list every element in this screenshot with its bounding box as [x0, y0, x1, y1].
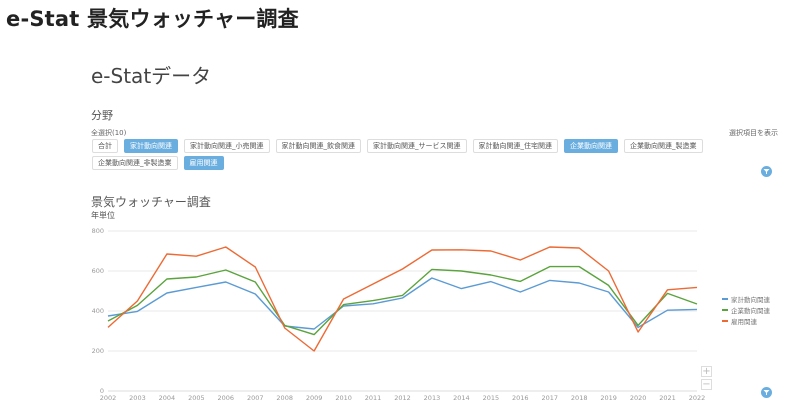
legend-swatch [722, 319, 728, 322]
x-tick-label: 2016 [512, 394, 529, 402]
x-tick-label: 2010 [335, 394, 352, 402]
x-tick-label: 2006 [218, 394, 235, 402]
chart-legend: 家計動向関連 企業動向関連 雇用関連 [722, 293, 770, 326]
x-tick-label: 2017 [541, 394, 558, 402]
x-tick-label: 2014 [453, 394, 470, 402]
category-chip[interactable]: 家計動向関連_住宅関連 [472, 139, 558, 153]
field-filter-label: 分野 [91, 109, 113, 122]
filter-icon [763, 390, 770, 395]
x-tick-label: 2004 [159, 394, 176, 402]
chart-subtitle: 年単位 [91, 211, 115, 220]
series-line[interactable] [107, 265, 698, 336]
x-tick-label: 2003 [129, 394, 146, 402]
x-tick-label: 2018 [571, 394, 588, 402]
chart-title: 景気ウォッチャー調査 [91, 195, 211, 209]
y-tick-label: 400 [92, 307, 104, 315]
category-chip-list: 合計 家計動向関連 家計動向関連_小売関連 家計動向関連_飲食関連 家計動向関連_サービ… [92, 139, 732, 170]
x-tick-label: 2007 [247, 394, 264, 402]
legend-label: 企業動向関連 [731, 306, 770, 315]
y-tick-label: 800 [92, 227, 104, 235]
filter-icon [763, 169, 770, 174]
x-tick-label: 2020 [630, 394, 647, 402]
zoom-out-button[interactable]: − [701, 379, 712, 390]
show-selected-link[interactable]: 選択項目を表示 [729, 129, 778, 137]
x-tick-label: 2019 [600, 394, 617, 402]
legend-swatch [722, 308, 728, 311]
x-tick-label: 2015 [483, 394, 500, 402]
chart-filter-button[interactable] [761, 387, 772, 398]
x-tick-label: 2013 [424, 394, 441, 402]
category-chip[interactable]: 企業動向関連_非製造業 [92, 156, 178, 170]
category-chip[interactable]: 企業動向関連 [564, 139, 618, 153]
category-chip[interactable]: 企業動向関連_製造業 [624, 139, 703, 153]
x-tick-label: 2022 [689, 394, 706, 402]
y-tick-label: 0 [100, 387, 104, 395]
category-chip[interactable]: 家計動向関連_小売関連 [184, 139, 270, 153]
legend-item[interactable]: 企業動向関連 [722, 304, 770, 315]
x-tick-label: 2021 [659, 394, 676, 402]
x-tick-label: 2002 [100, 394, 117, 402]
category-chip[interactable]: 家計動向関連_飲食関連 [275, 139, 361, 153]
legend-label: 家計動向関連 [731, 295, 770, 304]
filter-toggle-button[interactable] [761, 166, 772, 177]
category-chip[interactable]: 家計動向関連_サービス関連 [367, 139, 467, 153]
y-tick-label: 600 [92, 267, 104, 275]
category-chip[interactable]: 合計 [92, 139, 118, 153]
series-line[interactable] [107, 277, 698, 330]
x-tick-label: 2012 [394, 394, 411, 402]
legend-item[interactable]: 雇用関連 [722, 315, 770, 326]
category-chip[interactable]: 雇用関連 [183, 156, 224, 170]
y-tick-label: 200 [92, 347, 104, 355]
x-tick-label: 2005 [188, 394, 205, 402]
page-title: e-Stat 景気ウォッチャー調査 [6, 7, 299, 31]
legend-label: 雇用関連 [731, 317, 757, 326]
x-tick-label: 2011 [365, 394, 382, 402]
x-tick-label: 2008 [276, 394, 293, 402]
category-chip[interactable]: 家計動向関連 [124, 139, 178, 153]
section-title: e-Statデータ [91, 64, 212, 88]
x-tick-label: 2009 [306, 394, 323, 402]
legend-swatch [722, 297, 728, 300]
zoom-in-button[interactable]: + [701, 366, 712, 377]
select-all-link[interactable]: 全選択(10) [91, 129, 127, 137]
legend-item[interactable]: 家計動向関連 [722, 293, 770, 304]
series-line[interactable] [107, 246, 698, 352]
